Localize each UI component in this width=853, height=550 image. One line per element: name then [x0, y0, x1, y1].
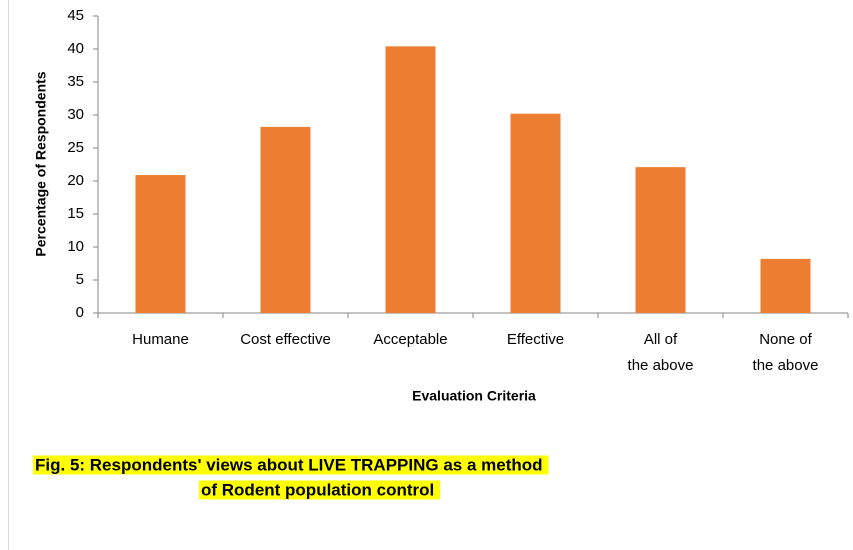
- x-tick-label: Effective: [507, 331, 564, 348]
- y-tick-label: 0: [76, 304, 84, 321]
- y-tick-label: 45: [67, 7, 84, 24]
- title-line: Fig. 5: Respondents' views about LIVE TR…: [33, 455, 549, 475]
- x-axis-label: Evaluation Criteria: [412, 388, 536, 404]
- y-tick-label: 15: [67, 205, 84, 222]
- title-line: of Rodent population control: [199, 480, 441, 500]
- chart-title: of Rodent population control: [201, 480, 434, 499]
- title-highlight: [199, 480, 441, 500]
- y-tick-label: 5: [76, 271, 84, 288]
- title-highlight: [33, 455, 549, 475]
- bar: [510, 113, 561, 314]
- y-axis-label: Percentage of Respondents: [33, 71, 49, 256]
- bar: [385, 46, 436, 314]
- bar: [635, 167, 686, 313]
- bar: [135, 175, 186, 313]
- y-tick-label: 10: [67, 238, 84, 255]
- y-tick-label: 30: [67, 106, 84, 123]
- bar: [260, 126, 311, 313]
- y-tick-label: 35: [67, 73, 84, 90]
- x-tick-label: Acceptable: [373, 331, 447, 348]
- x-tick-label: Cost effective: [240, 331, 331, 348]
- bar: [760, 258, 811, 313]
- y-tick-label: 20: [67, 172, 84, 189]
- x-tick-label: None of the above: [753, 331, 819, 374]
- y-tick-label: 25: [67, 139, 84, 156]
- chart-border: [8, 0, 9, 550]
- x-tick-label: Humane: [132, 331, 189, 348]
- chart-title: Fig. 5: Respondents' views about LIVE TR…: [35, 455, 543, 474]
- x-tick-label: All of the above: [628, 331, 694, 374]
- y-tick-label: 40: [67, 40, 84, 57]
